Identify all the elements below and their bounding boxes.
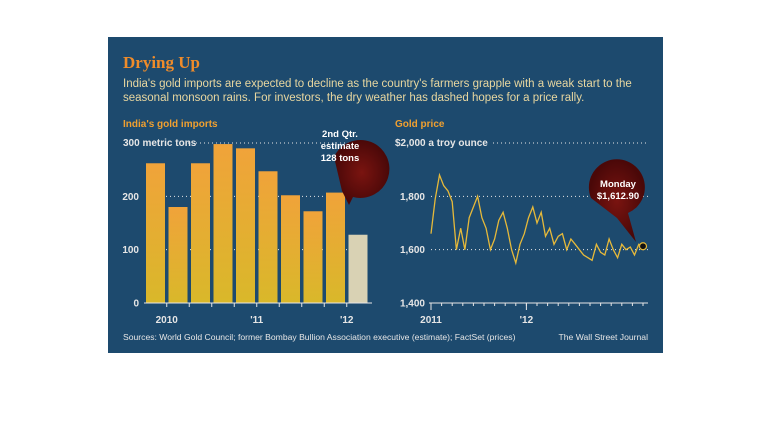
gold-price-series-line — [430, 172, 644, 266]
estimate-callout-bubble — [334, 139, 390, 205]
graphic-dek: India's gold imports are expected to dec… — [123, 78, 632, 104]
bar — [258, 171, 278, 303]
wsj-graphic: Drying Up India's gold imports are expec… — [108, 37, 663, 353]
bar-y-tick-label: 100 — [122, 245, 139, 256]
bar-y-tick-label: 200 — [122, 192, 139, 203]
latest-price-callout-bubble — [588, 159, 645, 242]
bar — [236, 148, 255, 303]
line-x-tick-label: '12 — [520, 315, 534, 326]
line-x-tick-label: 2011 — [420, 315, 442, 326]
estimate-callout-line-1: 2nd Qtr. — [322, 129, 358, 140]
graphic-title: Drying Up — [123, 53, 200, 72]
bar-chart-title: India's gold imports — [123, 119, 218, 130]
gold-price-line-chart: Gold price $2,000 a troy ounce 1,400 1,60… — [395, 119, 648, 326]
price-callout-line-2: $1,612.90 — [597, 191, 639, 202]
bar-chart-gridlines — [146, 195, 370, 251]
line-chart-unit-label: $2,000 a troy ounce — [395, 138, 488, 149]
bar-x-tick-label: '12 — [340, 315, 354, 326]
line-chart-y-axis: 1,400 1,600 1,800 — [400, 192, 425, 310]
bar-chart-y-axis: 0 100 200 — [122, 192, 139, 310]
bar — [191, 163, 210, 303]
bar — [213, 144, 233, 303]
sources-note: Sources: World Gold Council; former Bomb… — [123, 332, 516, 342]
price-callout-line-1: Monday — [600, 179, 637, 190]
estimate-callout-line-3: 128 tons — [321, 153, 360, 164]
line-chart-title: Gold price — [395, 119, 445, 130]
bar — [146, 163, 165, 303]
bar — [281, 195, 300, 303]
estimate-callout-line-2: estimate — [321, 141, 360, 152]
latest-price-marker — [638, 242, 648, 251]
bar — [303, 211, 323, 303]
bar-x-tick-label: 2010 — [156, 315, 179, 326]
line-chart-x-axis: 2011 '12 — [420, 302, 648, 326]
bar — [168, 207, 188, 303]
gold-imports-bar-chart: India's gold imports 300 metric tons 0 10… — [122, 119, 390, 326]
bar — [326, 192, 345, 303]
line-y-tick-label: 1,400 — [400, 299, 425, 310]
estimate-bar — [348, 234, 368, 303]
publisher-credit: The Wall Street Journal — [558, 332, 648, 342]
bar-chart-unit-label: 300 metric tons — [123, 138, 197, 149]
bar-chart-bars — [146, 144, 368, 303]
charts-svg: India's gold imports 300 metric tons 0 10… — [122, 119, 648, 326]
bar-chart-x-axis: 2010 '11 '12 — [144, 302, 372, 326]
line-y-tick-label: 1,800 — [400, 192, 425, 203]
estimate-callout: 2nd Qtr. estimate 128 tons — [321, 129, 390, 205]
bar-x-tick-label: '11 — [250, 315, 263, 326]
latest-price-callout: Monday $1,612.90 — [588, 159, 645, 242]
bar-y-tick-label: 0 — [133, 299, 139, 310]
line-y-tick-label: 1,600 — [400, 245, 425, 256]
